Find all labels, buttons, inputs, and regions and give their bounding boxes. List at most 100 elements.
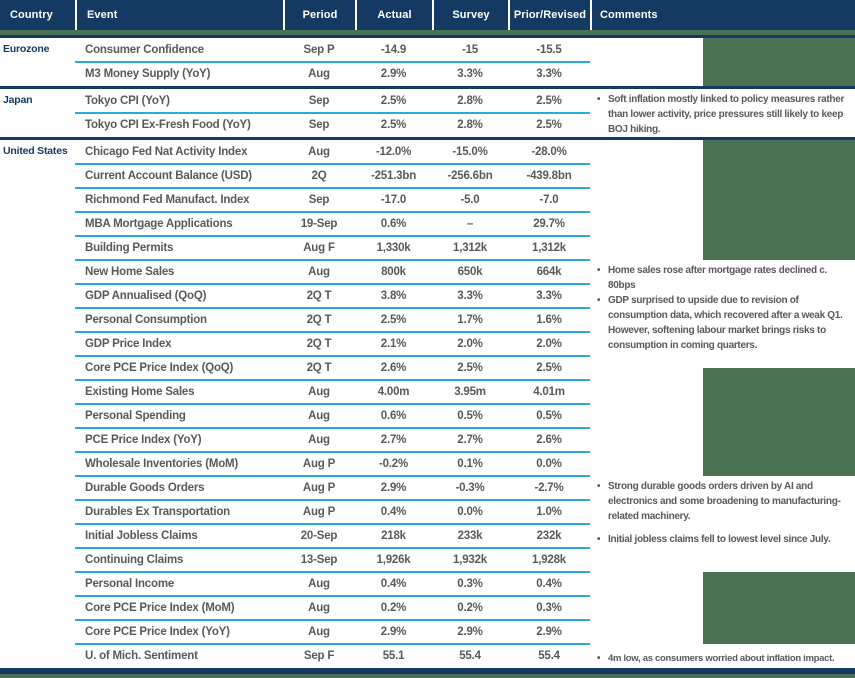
bullet-icon: • [597,653,601,664]
survey-value: -15 [461,44,479,56]
prior-revised-value: 0.5% [536,410,562,422]
table-row: M3 Money Supply (YoY) Aug 2.9% 3.3% 3.3% [0,62,855,86]
event-name: Core PCE Price Index (MoM) [85,602,235,614]
actual-value: 2.5% [380,95,407,107]
table-row: Core PCE Price Index (MoM) Aug 0.2% 0.2%… [0,596,855,621]
event-name: New Home Sales [85,266,175,278]
comment-japan-inflation: • Soft inflation mostly linked to policy… [591,92,855,137]
actual-value: 1,330k [376,242,411,254]
period-value: 19-Sep [300,218,338,230]
prior-revised-value: -28.0% [531,146,567,158]
actual-value: 2.7% [380,434,407,446]
actual-value: 1,926k [376,554,411,566]
table-row: Richmond Fed Manufact. Index Sep -17.0 -… [0,188,855,213]
actual-value: 0.4% [380,578,407,590]
actual-value: -17.0 [380,194,407,206]
prior-revised-value: 1,928k [532,554,566,566]
prior-revised-value: 2.0% [536,338,562,350]
header-actual: Actual [355,0,432,30]
period-value: Aug [308,68,330,80]
period-value: Aug F [303,242,335,254]
period-value: Aug [308,386,330,398]
comment-durable-goods: • Strong durable goods orders driven by … [591,479,855,524]
actual-value: 0.2% [380,602,407,614]
event-name: Richmond Fed Manufact. Index [85,194,250,206]
survey-value: 3.3% [457,290,483,302]
event-name: Wholesale Inventories (MoM) [85,458,239,470]
prior-revised-value: 664k [536,266,562,278]
event-name: U. of Mich. Sentiment [85,650,198,662]
event-name: Personal Consumption [85,314,207,326]
survey-value: 650k [457,266,483,278]
country-label-united-states: United States [3,145,68,157]
period-value: Aug [308,434,330,446]
event-name: Building Permits [85,242,174,254]
prior-revised-value: 3.3% [536,68,562,80]
section-japan: Tokyo CPI (YoY) Sep 2.5% 2.8% 2.5% Tokyo… [0,89,855,137]
period-value: Sep F [303,650,335,662]
survey-value: 1.7% [457,314,483,326]
actual-value: 2.5% [380,314,407,326]
event-name: Initial Jobless Claims [85,530,198,542]
comment-text: Home sales rose after mortgage rates dec… [608,265,828,291]
survey-value: -256.6bn [447,170,493,182]
actual-value: -251.3bn [370,170,417,182]
table-row: Tokyo CPI (YoY) Sep 2.5% 2.8% 2.5% [0,89,855,114]
bullet-icon: • [597,295,601,306]
table-header: Country Event Period Actual Survey Prior… [0,0,855,30]
survey-value: 0.3% [457,578,483,590]
survey-value: 0.2% [457,602,483,614]
event-name: Personal Income [85,578,175,590]
table-row: GDP Annualised (QoQ) 2Q T 3.8% 3.3% 3.3% [0,284,855,309]
comment-text: Soft inflation mostly linked to policy m… [608,94,845,135]
actual-value: 2.1% [380,338,407,350]
period-value: Sep P [303,44,335,56]
survey-value: 2.5% [457,362,483,374]
survey-value: 2.8% [457,119,483,131]
comment-background-home-gdp [703,260,855,368]
comment-background-japan [703,89,855,137]
period-value: 20-Sep [300,530,338,542]
prior-revised-value: -2.7% [534,482,564,494]
section-eurozone: Consumer Confidence Sep P -14.9 -15 -15.… [0,38,855,86]
actual-value: 0.6% [380,218,407,230]
prior-revised-value: 2.5% [536,95,562,107]
prior-revised-value: 232k [536,530,562,542]
actual-value: -14.9 [380,44,407,56]
event-name: Core PCE Price Index (QoQ) [85,362,234,374]
period-value: Aug P [302,482,336,494]
table-row: Tokyo CPI Ex-Fresh Food (YoY) Sep 2.5% 2… [0,113,855,137]
actual-value: 55.1 [382,650,405,662]
prior-revised-value: 0.4% [536,578,562,590]
prior-revised-value: 4.01m [533,386,565,398]
actual-value: 218k [381,530,406,542]
event-name: PCE Price Index (YoY) [85,434,202,446]
event-name: Tokyo CPI Ex-Fresh Food (YoY) [85,119,251,131]
period-value: 2Q T [306,362,332,374]
comment-home-sales: • Home sales rose after mortgage rates d… [591,263,855,293]
header-survey: Survey [432,0,508,30]
event-name: Chicago Fed Nat Activity Index [85,146,248,158]
comment-background-umich [703,644,855,668]
period-value: Aug P [302,458,336,470]
survey-value: 55.4 [459,650,481,662]
survey-value: 2.8% [457,95,483,107]
prior-revised-value: -7.0 [539,194,559,206]
prior-revised-value: 1,312k [532,242,566,254]
table-row: Personal Consumption 2Q T 2.5% 1.7% 1.6% [0,308,855,333]
prior-revised-value: 0.3% [536,602,562,614]
table-row: U. of Mich. Sentiment Sep F 55.1 55.4 55… [0,644,855,668]
prior-revised-value: 2.9% [536,626,562,638]
period-value: Aug [308,626,330,638]
actual-value: 2.9% [380,626,407,638]
event-name: MBA Mortgage Applications [85,218,233,230]
survey-value: -15.0% [452,146,488,158]
bullet-icon: • [597,265,601,276]
event-name: Consumer Confidence [85,44,204,56]
table-row: MBA Mortgage Applications 19-Sep 0.6% – … [0,212,855,237]
period-value: 2Q T [306,314,332,326]
actual-value: 0.6% [380,410,407,422]
period-value: Aug [308,410,330,422]
actual-value: 2.9% [380,68,407,80]
table-row: Durables Ex Transportation Aug P 0.4% 0.… [0,500,855,525]
